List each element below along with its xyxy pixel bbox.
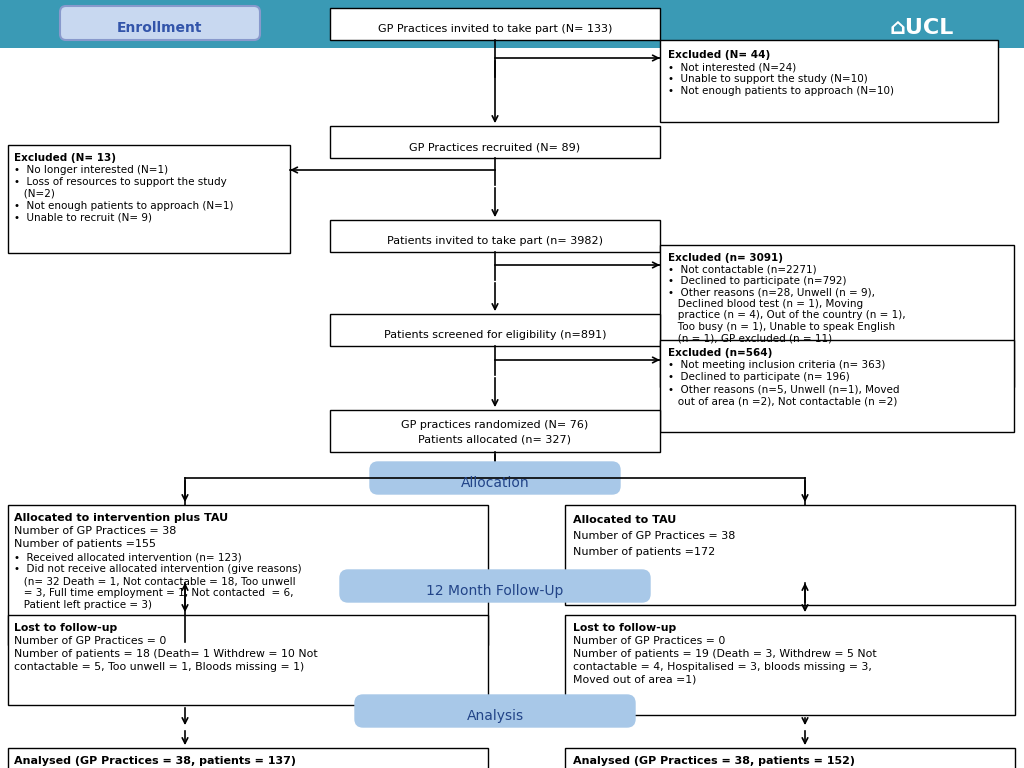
Text: (n= 32 Death = 1, Not contactable = 18, Too unwell: (n= 32 Death = 1, Not contactable = 18, …: [14, 576, 296, 586]
Text: •  Not interested (N=24): • Not interested (N=24): [668, 62, 797, 72]
Text: 12 Month Follow-Up: 12 Month Follow-Up: [426, 584, 563, 598]
Text: •  Other reasons (n=5, Unwell (n=1), Moved: • Other reasons (n=5, Unwell (n=1), Move…: [668, 384, 899, 394]
Text: Number of GP Practices = 0: Number of GP Practices = 0: [573, 636, 725, 646]
Text: contactable = 5, Too unwell = 1, Bloods missing = 1): contactable = 5, Too unwell = 1, Bloods …: [14, 662, 304, 672]
Text: •  Not enough patients to approach (N=1): • Not enough patients to approach (N=1): [14, 201, 233, 211]
Text: out of area (n =2), Not contactable (n =2): out of area (n =2), Not contactable (n =…: [668, 396, 897, 406]
Bar: [330, 314, 660, 346]
Text: contactable = 4, Hospitalised = 3, bloods missing = 3,: contactable = 4, Hospitalised = 3, blood…: [573, 662, 871, 672]
Text: •  No longer interested (N=1): • No longer interested (N=1): [14, 165, 168, 175]
Text: Number of patients = 19 (Death = 3, Withdrew = 5 Not: Number of patients = 19 (Death = 3, With…: [573, 649, 877, 659]
Bar: [8, 748, 488, 768]
Text: •  Not enough patients to approach (N=10): • Not enough patients to approach (N=10): [668, 86, 894, 96]
Text: GP Practices invited to take part (N= 133): GP Practices invited to take part (N= 13…: [378, 24, 612, 34]
Text: Patient left practice = 3): Patient left practice = 3): [14, 600, 152, 610]
Bar: [330, 8, 660, 40]
Bar: [565, 748, 1015, 768]
Text: •  Not meeting inclusion criteria (n= 363): • Not meeting inclusion criteria (n= 363…: [668, 360, 886, 370]
Text: ⌂UCL: ⌂UCL: [890, 18, 954, 38]
Text: = 3, Full time employment = 1, Not contacted  = 6,: = 3, Full time employment = 1, Not conta…: [14, 588, 294, 598]
Text: •  Other reasons (n=28, Unwell (n = 9),: • Other reasons (n=28, Unwell (n = 9),: [668, 287, 874, 297]
Text: Number of patients = 18 (Death= 1 Withdrew = 10 Not: Number of patients = 18 (Death= 1 Withdr…: [14, 649, 317, 659]
Text: Allocated to TAU: Allocated to TAU: [573, 515, 676, 525]
Bar: [330, 220, 660, 252]
Text: •  Loss of resources to support the study: • Loss of resources to support the study: [14, 177, 226, 187]
Text: Analysis: Analysis: [467, 709, 523, 723]
Text: GP practices randomized (N= 76): GP practices randomized (N= 76): [401, 420, 589, 430]
Text: Excluded (N= 44): Excluded (N= 44): [668, 50, 770, 60]
Text: Lost to follow-up: Lost to follow-up: [14, 623, 118, 633]
Text: Lost to follow-up: Lost to follow-up: [573, 623, 676, 633]
Text: Declined blood test (n = 1), Moving: Declined blood test (n = 1), Moving: [668, 299, 863, 309]
Text: •  Unable to support the study (N=10): • Unable to support the study (N=10): [668, 74, 867, 84]
Text: Excluded (n= 3091): Excluded (n= 3091): [668, 253, 783, 263]
Bar: [8, 615, 488, 705]
Text: Too busy (n = 1), Unable to speak English: Too busy (n = 1), Unable to speak Englis…: [668, 322, 895, 332]
Text: •  Received allocated intervention (n= 123): • Received allocated intervention (n= 12…: [14, 552, 242, 562]
Text: Allocated to intervention plus TAU: Allocated to intervention plus TAU: [14, 513, 228, 523]
Text: Excluded (N= 13): Excluded (N= 13): [14, 153, 116, 163]
Bar: [565, 505, 1015, 605]
Text: Number of GP Practices = 38: Number of GP Practices = 38: [573, 531, 735, 541]
Text: •  Declined to participate (n= 196): • Declined to participate (n= 196): [668, 372, 850, 382]
Text: Analysed (GP Practices = 38, patients = 137): Analysed (GP Practices = 38, patients = …: [14, 756, 296, 766]
Text: Number of GP Practices = 38: Number of GP Practices = 38: [14, 526, 176, 536]
Text: Number of patients =155: Number of patients =155: [14, 539, 156, 549]
Text: GP Practices recruited (N= 89): GP Practices recruited (N= 89): [410, 142, 581, 152]
Text: Number of patients =172: Number of patients =172: [573, 547, 715, 557]
Text: Allocation: Allocation: [461, 476, 529, 490]
Text: Excluded (n=564): Excluded (n=564): [668, 348, 772, 358]
Text: Number of GP Practices = 0: Number of GP Practices = 0: [14, 636, 166, 646]
Text: (n = 1), GP excluded (n = 11): (n = 1), GP excluded (n = 11): [668, 333, 833, 343]
Bar: [660, 40, 998, 122]
Text: •  Did not receive allocated intervention (give reasons): • Did not receive allocated intervention…: [14, 564, 302, 574]
Bar: [330, 410, 660, 452]
Text: (N=2): (N=2): [14, 189, 55, 199]
Bar: [0, 0, 1024, 48]
Text: •  Unable to recruit (N= 9): • Unable to recruit (N= 9): [14, 213, 152, 223]
Text: practice (n = 4), Out of the country (n = 1),: practice (n = 4), Out of the country (n …: [668, 310, 905, 320]
Bar: [8, 145, 290, 253]
Bar: [565, 615, 1015, 715]
FancyBboxPatch shape: [355, 695, 635, 727]
Bar: [8, 505, 488, 645]
FancyBboxPatch shape: [370, 462, 620, 494]
Text: Enrollment: Enrollment: [118, 21, 203, 35]
Text: •  Not contactable (n=2271): • Not contactable (n=2271): [668, 264, 816, 274]
Bar: [330, 126, 660, 158]
Text: Patients allocated (n= 327): Patients allocated (n= 327): [419, 435, 571, 445]
Text: Patients invited to take part (n= 3982): Patients invited to take part (n= 3982): [387, 236, 603, 246]
Bar: [660, 245, 1014, 387]
Text: Analysed (GP Practices = 38, patients = 152): Analysed (GP Practices = 38, patients = …: [573, 756, 855, 766]
Text: •  Declined to participate (n=792): • Declined to participate (n=792): [668, 276, 847, 286]
FancyBboxPatch shape: [60, 6, 260, 40]
Text: Patients screened for eligibility (n=891): Patients screened for eligibility (n=891…: [384, 330, 606, 340]
Text: Moved out of area =1): Moved out of area =1): [573, 675, 696, 685]
FancyBboxPatch shape: [340, 570, 650, 602]
Bar: [660, 340, 1014, 432]
